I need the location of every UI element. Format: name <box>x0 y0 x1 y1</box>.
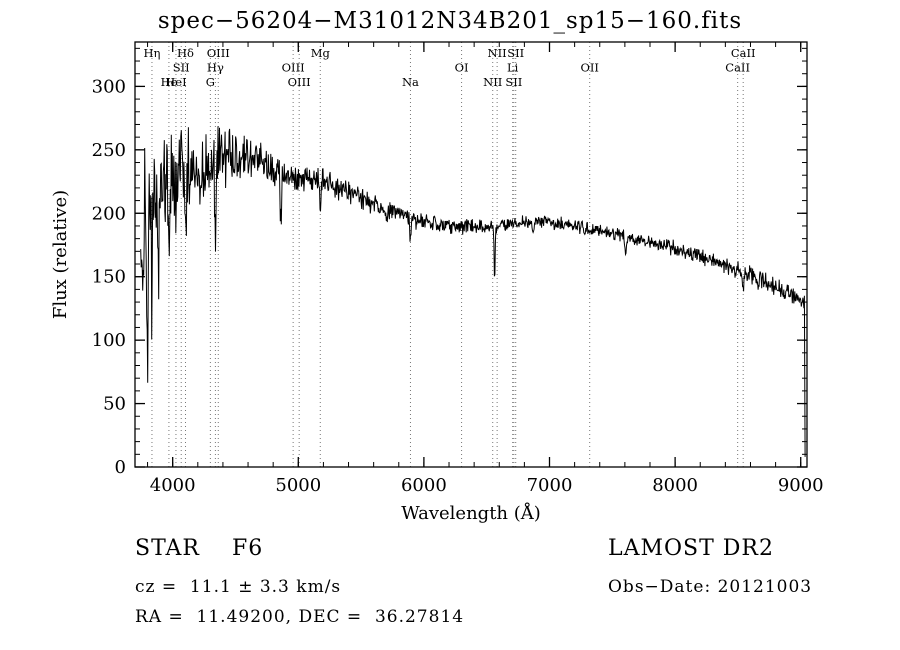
cz-value-label: cz = 11.1 ± 3.3 km/s <box>135 577 342 597</box>
x-axis-title: Wavelength (Å) <box>401 502 541 524</box>
x-tick-label: 5000 <box>275 475 321 496</box>
spectral-line-label: CaII <box>725 61 750 75</box>
spectral-line-label: Na <box>402 75 419 89</box>
spectral-line-label: NII <box>483 75 502 89</box>
ra-dec-label: RA = 11.49200, DEC = 36.27814 <box>135 607 465 627</box>
spectral-line-label: OIII <box>288 75 311 89</box>
spectral-line-label: OIII <box>282 61 305 75</box>
spectral-line-label: Hη <box>143 46 160 60</box>
spectral-line-label: G <box>206 75 215 89</box>
spectral-line-label: SII <box>505 75 522 89</box>
spectral-line-label: NII <box>488 46 507 60</box>
spectral-line-label: CaII <box>731 46 756 60</box>
survey-label: LAMOST DR2 <box>608 536 774 561</box>
spectral-line-label: OI <box>455 61 469 75</box>
y-tick-label: 0 <box>115 457 126 478</box>
x-tick-label: 9000 <box>778 475 824 496</box>
y-tick-label: 150 <box>92 267 126 288</box>
spectral-line-label: OIII <box>207 46 230 60</box>
y-tick-label: 100 <box>92 330 126 351</box>
spectral-line-label: Mg <box>311 46 331 60</box>
spectral-line-label: HeI <box>165 75 186 89</box>
x-tick-label: 7000 <box>527 475 573 496</box>
axes: 4000 5000 6000 7000 8000 9000 0 50 100 150 200 250 3… <box>50 41 824 524</box>
y-tick-label: 200 <box>92 203 126 224</box>
spectral-line-label: Hϵ <box>161 75 177 89</box>
spectral-line-label: Hδ <box>177 46 194 60</box>
obs-date-label: Obs−Date: 20121003 <box>608 577 813 597</box>
y-tick-label: 300 <box>92 76 126 97</box>
spectrum-path <box>140 126 806 457</box>
plot-border <box>134 41 808 468</box>
object-class-label: STAR F6 <box>135 536 264 561</box>
y-tick-label: 50 <box>103 394 126 415</box>
y-axis-title: Flux (relative) <box>50 190 71 319</box>
spectral-line-label: Hγ <box>207 61 224 75</box>
spectral-line-label: Li <box>507 61 519 75</box>
spectral-line-label: SII <box>507 46 524 60</box>
plot-title: spec−56204−M31012N34B201_sp15−160.fits <box>157 8 743 34</box>
x-tick-label: 6000 <box>401 475 447 496</box>
spectral-line-markers <box>151 42 744 467</box>
spectral-line-label: OII <box>580 61 599 75</box>
x-tick-label: 4000 <box>150 475 196 496</box>
x-tick-label: 8000 <box>652 475 698 496</box>
y-tick-label: 250 <box>92 140 126 161</box>
spectrum-plot: 4000 5000 6000 7000 8000 9000 0 50 100 150 200 250 3… <box>50 41 824 524</box>
spectral-line-label: SII <box>173 61 190 75</box>
